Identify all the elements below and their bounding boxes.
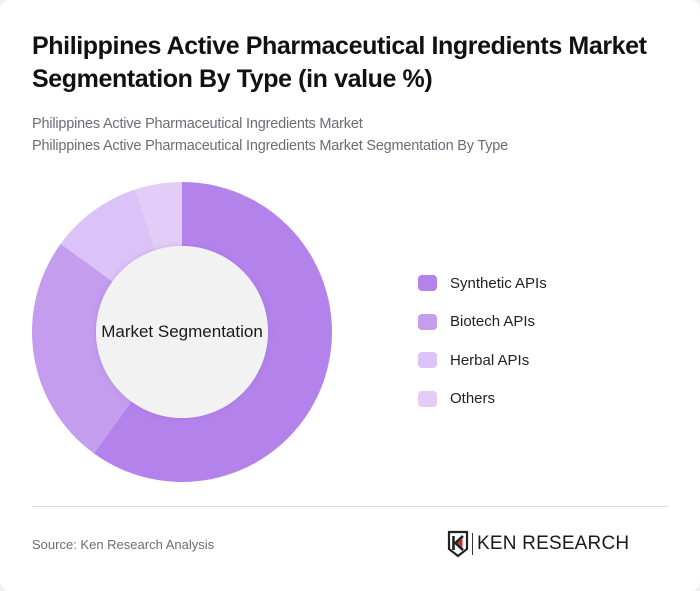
legend-label: Synthetic APIs — [450, 274, 547, 292]
chart-legend: Synthetic APIs Biotech APIs Herbal APIs … — [418, 264, 547, 418]
subtitle-line-1: Philippines Active Pharmaceutical Ingred… — [32, 116, 363, 132]
legend-swatch-icon — [418, 390, 437, 407]
donut-chart — [32, 182, 332, 482]
ken-research-logo: KEN RESEARCH — [447, 530, 629, 558]
donut-segment-herbal-apis[interactable] — [60, 189, 156, 282]
legend-item-synthetic[interactable]: Synthetic APIs — [418, 264, 547, 303]
legend-item-others[interactable]: Others — [418, 380, 547, 419]
donut-hole — [96, 246, 268, 418]
legend-swatch-icon — [418, 275, 437, 292]
legend-item-herbal[interactable]: Herbal APIs — [418, 341, 547, 380]
logo-separator — [472, 533, 473, 555]
donut-segment-biotech-apis[interactable] — [32, 243, 132, 454]
donut-segment-others[interactable] — [135, 182, 182, 251]
footer-divider — [32, 506, 668, 507]
legend-label: Biotech APIs — [450, 313, 536, 331]
subtitle-line-2: Philippines Active Pharmaceutical Ingred… — [32, 138, 508, 154]
donut-segment-synthetic-apis[interactable] — [93, 182, 332, 482]
legend-item-biotech[interactable]: Biotech APIs — [418, 303, 547, 342]
logo-text: KEN RESEARCH — [477, 533, 630, 554]
source-note: Source: Ken Research Analysis — [32, 537, 215, 552]
legend-swatch-icon — [418, 313, 437, 330]
donut-center-label: Market Segmentation — [101, 322, 263, 341]
ken-research-k-shield-icon — [447, 530, 469, 558]
legend-label: Herbal APIs — [450, 351, 530, 369]
chart-title: Philippines Active Pharmaceutical Ingred… — [32, 32, 647, 93]
legend-swatch-icon — [418, 352, 437, 369]
legend-label: Others — [450, 390, 496, 408]
chart-area: Market Segmentation Synthetic APIs Biote… — [0, 170, 700, 500]
chart-subtitle: Philippines Active Pharmaceutical Ingred… — [32, 113, 672, 157]
